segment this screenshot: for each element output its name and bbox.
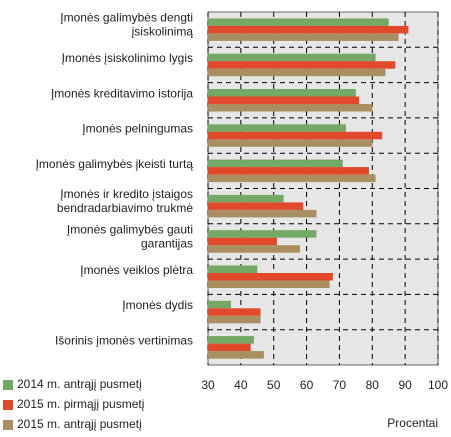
bar — [208, 194, 284, 203]
bar — [208, 174, 376, 183]
bar — [208, 89, 356, 97]
category-label: Įmonės pelningumas — [82, 122, 193, 136]
legend-swatch — [3, 420, 13, 430]
category-label: Įmonės veiklos plėtra — [80, 263, 193, 277]
category-label: Įmonės ir kredito įstaigos bendradarbiavi… — [57, 187, 193, 215]
category-label: Įmonės dydis — [122, 298, 193, 312]
bar — [208, 351, 264, 359]
bar — [208, 167, 369, 175]
x-tick-label: 70 — [333, 378, 347, 392]
legend-label: 2014 m. antrąjį pusmetį — [17, 377, 142, 391]
legend-label: 2015 m. pirmąjį pusmetį — [17, 397, 145, 411]
x-tick-label: 90 — [398, 378, 412, 392]
legend-label: 2015 m. antrąjį pusmetį — [17, 417, 142, 431]
bar — [208, 68, 386, 77]
bar — [208, 139, 373, 147]
bar — [208, 104, 373, 112]
category-label: Įmonės galimybės gauti garantijas — [67, 223, 193, 251]
bar — [208, 300, 231, 309]
bar — [208, 33, 399, 41]
bar — [208, 53, 376, 62]
bar — [208, 343, 251, 352]
x-axis-title: Procentai — [387, 416, 438, 430]
bar — [208, 61, 396, 69]
bar — [208, 124, 346, 132]
x-tick-label: 50 — [267, 378, 281, 392]
category-label: Įmonės galimybės įkeisti turtą — [36, 157, 194, 171]
bar — [208, 230, 317, 238]
bar — [208, 237, 277, 246]
x-tick-label: 30 — [201, 378, 215, 392]
bar — [208, 131, 383, 140]
bar — [208, 25, 409, 34]
bar — [208, 280, 330, 288]
bar — [208, 265, 258, 273]
legend-swatch — [3, 380, 13, 390]
category-label: Išorinis įmonės vertinimas — [55, 334, 193, 348]
bar — [208, 202, 304, 210]
x-tick-label: 80 — [366, 378, 380, 392]
category-label: Įmonės įsiskolinimo lygis — [62, 51, 193, 65]
bar — [208, 315, 261, 324]
bar — [208, 159, 343, 168]
x-tick-label: 100 — [428, 378, 448, 392]
category-label: Įmonės galimybės dengti įsiskolinimą — [60, 11, 193, 39]
bar — [208, 18, 389, 26]
legend-swatch — [3, 400, 13, 410]
x-tick-label: 40 — [234, 378, 248, 392]
category-label: Įmonės kreditavimo istorija — [51, 86, 193, 100]
x-tick-label: 60 — [300, 378, 314, 392]
bar — [208, 96, 360, 104]
bar — [208, 336, 254, 344]
bar — [208, 308, 261, 316]
bar — [208, 273, 333, 281]
bar — [208, 209, 317, 218]
bar — [208, 245, 300, 253]
